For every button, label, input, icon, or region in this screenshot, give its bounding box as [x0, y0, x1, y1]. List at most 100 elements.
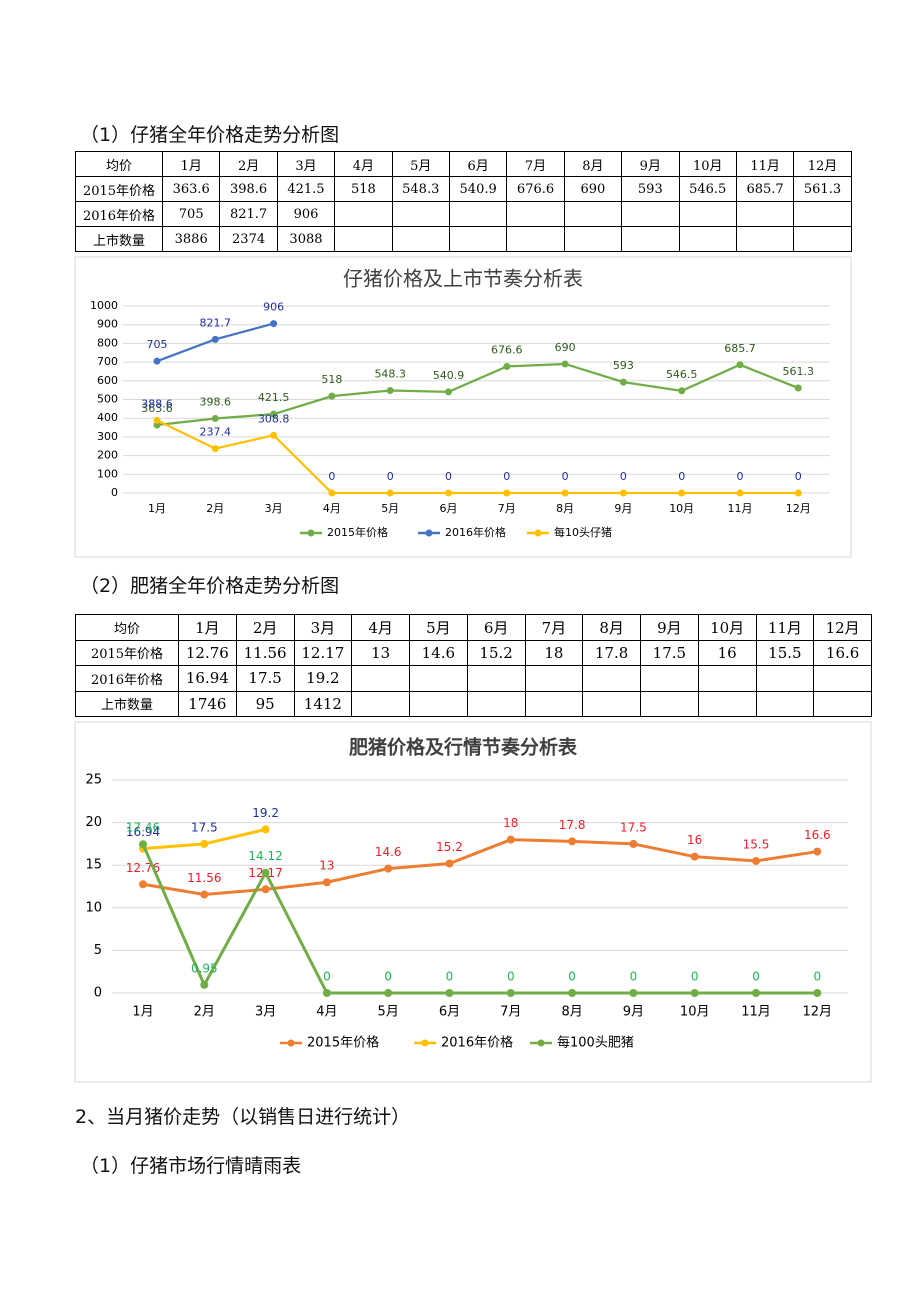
x-tick-label: 7月 — [500, 1005, 521, 1020]
data-label: 0.95 — [191, 961, 218, 975]
y-tick-label: 5 — [94, 943, 102, 958]
table-cell: 17.5 — [640, 639, 699, 666]
heading: 2、当月猪价走势（以销售日进行统计） — [75, 1106, 411, 1128]
data-point — [386, 489, 394, 497]
legend-label: 每100头肥猪 — [557, 1035, 634, 1051]
table-cell — [640, 665, 699, 692]
table-cell: 12月 — [793, 151, 852, 177]
legend-label: 2015年价格 — [307, 1035, 379, 1051]
data-label: 17.5 — [191, 820, 218, 834]
data-point — [678, 387, 686, 395]
table-cell — [621, 226, 680, 252]
x-tick-label: 1月 — [132, 1005, 153, 1020]
data-point — [211, 335, 219, 343]
table-cell: 9月 — [621, 151, 680, 177]
data-label: 0 — [678, 470, 685, 483]
data-label: 685.7 — [724, 342, 756, 355]
legend-label: 2015年价格 — [327, 525, 388, 539]
chart-title: 仔猪价格及上市节奏分析表 — [343, 267, 583, 291]
data-label: 0 — [630, 970, 638, 984]
table-cell: 3088 — [276, 226, 336, 252]
table-row: 2016年价格 705 821.7 906 — [75, 201, 852, 227]
table-cell — [563, 226, 623, 252]
x-tick-label: 3月 — [255, 1005, 276, 1020]
table-cell: 均价 — [75, 151, 163, 177]
table-cell — [640, 690, 699, 717]
data-point — [153, 357, 161, 365]
table-cell — [524, 690, 584, 717]
series-line — [141, 843, 818, 995]
table-cell: 593 — [621, 176, 680, 202]
table-cell: 17.5 — [235, 665, 295, 692]
data-label: 0 — [752, 970, 760, 984]
table-row: 上市数量 3886 2374 3088 — [75, 226, 852, 252]
table-row: 2016年价格 16.94 17.5 19.2 — [75, 665, 872, 692]
data-label: 593 — [613, 359, 634, 372]
data-label: 237.4 — [200, 426, 232, 439]
table-cell — [391, 201, 450, 227]
data-point — [261, 868, 270, 877]
y-tick-label: 400 — [97, 411, 118, 424]
x-tick-label: 2月 — [206, 502, 224, 515]
table-cell — [334, 226, 393, 252]
table-cell: 2016年价格 — [75, 201, 163, 227]
data-label: 17.5 — [620, 820, 647, 834]
table-cell: 8月 — [563, 151, 623, 177]
data-label: 17.46 — [126, 821, 160, 835]
data-label: 0 — [387, 470, 394, 483]
y-tick-label: 300 — [97, 430, 118, 443]
table-cell: 2016年价格 — [75, 665, 179, 692]
data-label: 388.6 — [141, 397, 173, 410]
y-tick-label: 20 — [85, 815, 102, 830]
x-tick-label: 5月 — [381, 502, 399, 515]
data-point — [328, 392, 336, 400]
table-cell: 上市数量 — [75, 690, 179, 717]
data-label: 308.8 — [258, 412, 290, 425]
heading: （1）仔猪市场行情晴雨表 — [80, 1155, 302, 1177]
data-point — [506, 989, 515, 997]
table-cell: 1月 — [161, 151, 221, 177]
data-point — [139, 840, 147, 849]
table-cell: 8月 — [582, 614, 641, 641]
data-point — [736, 361, 744, 369]
x-tick-label: 2月 — [194, 1005, 215, 1020]
data-point — [629, 839, 638, 848]
y-tick-label: 25 — [85, 773, 102, 788]
legend-label: 2016年价格 — [445, 525, 506, 539]
data-label: 16.94 — [126, 825, 160, 839]
table-cell — [391, 226, 450, 252]
data-point — [328, 489, 336, 497]
data-label: 546.5 — [666, 368, 698, 381]
table-cell: 10月 — [678, 151, 737, 177]
y-tick-label: 700 — [97, 355, 118, 368]
data-point — [445, 989, 454, 997]
x-tick-label: 4月 — [323, 502, 341, 515]
data-point — [211, 445, 219, 453]
data-point — [211, 414, 219, 422]
data-point — [813, 989, 822, 997]
table-cell: 16.6 — [813, 639, 872, 666]
data-point — [568, 989, 577, 997]
data-point — [139, 880, 147, 889]
y-tick-label: 200 — [97, 449, 118, 462]
data-label: 548.3 — [374, 367, 406, 380]
data-label: 0 — [445, 470, 452, 483]
legend-marker — [421, 1039, 429, 1047]
data-label: 0 — [737, 470, 744, 483]
table-cell — [755, 665, 815, 692]
table-cell: 705 — [161, 201, 221, 227]
data-label: 0 — [384, 970, 392, 984]
data-point — [752, 989, 760, 997]
data-label: 705 — [147, 338, 168, 351]
table-cell — [793, 226, 852, 252]
y-tick-label: 0 — [94, 986, 102, 1001]
data-point — [200, 890, 209, 899]
table-cell: 17.8 — [582, 639, 641, 666]
x-tick-label: 1月 — [148, 502, 166, 515]
table-cell: 19.2 — [293, 665, 353, 692]
table-cell — [813, 665, 872, 692]
data-point — [322, 989, 331, 997]
table-cell — [409, 690, 468, 717]
data-point — [153, 416, 161, 424]
